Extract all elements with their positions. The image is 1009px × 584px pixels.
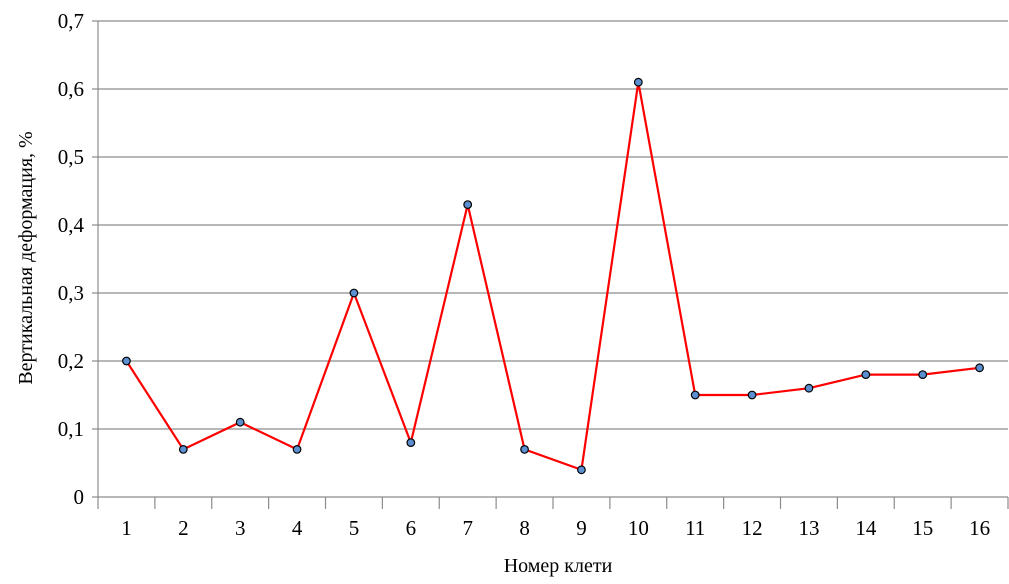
data-markers bbox=[122, 77, 984, 475]
x-tick-label: 13 bbox=[798, 516, 819, 540]
x-tick-labels: 1 2 3 4 5 6 7 8 9 10 11 12 13 14 15 16 bbox=[121, 516, 990, 540]
data-point bbox=[747, 390, 757, 400]
data-point bbox=[804, 383, 814, 393]
data-point bbox=[520, 445, 529, 454]
y-tick-label: 0,7 bbox=[58, 9, 84, 33]
x-tick-label: 16 bbox=[969, 516, 990, 540]
gridlines bbox=[98, 20, 1008, 430]
y-tick-label: 0,5 bbox=[58, 145, 84, 169]
y-tick-labels: 0 0,1 0,2 0,3 0,4 0,5 0,6 0,7 bbox=[58, 9, 85, 509]
data-point bbox=[975, 363, 984, 373]
series-line-0 bbox=[125, 82, 980, 472]
x-tick-label: 9 bbox=[576, 516, 587, 540]
y-tick-label: 0 bbox=[74, 485, 85, 509]
x-tick-label: 2 bbox=[178, 516, 189, 540]
x-tick-label: 1 bbox=[121, 516, 132, 540]
x-tick-label: 12 bbox=[742, 516, 763, 540]
x-tick-label: 7 bbox=[462, 516, 473, 540]
x-axis-label: Номер клети bbox=[504, 555, 613, 577]
x-tick-label: 14 bbox=[855, 516, 877, 540]
y-tick-label: 0,3 bbox=[58, 281, 84, 305]
data-point bbox=[235, 417, 245, 427]
data-point bbox=[690, 390, 700, 400]
data-point bbox=[122, 356, 131, 366]
data-point bbox=[463, 200, 473, 210]
x-tick-label: 5 bbox=[349, 516, 360, 540]
x-tick-label: 10 bbox=[628, 516, 649, 540]
data-point bbox=[292, 445, 302, 454]
x-tick-label: 4 bbox=[292, 516, 303, 540]
data-point bbox=[633, 77, 643, 87]
y-tick-label: 0,2 bbox=[58, 349, 84, 373]
data-point bbox=[178, 445, 188, 454]
axes bbox=[92, 20, 1009, 509]
data-point bbox=[918, 370, 928, 380]
data-point bbox=[406, 438, 416, 448]
y-tick-label: 0,4 bbox=[58, 213, 85, 237]
x-tick-label: 8 bbox=[519, 516, 530, 540]
x-tick-label: 3 bbox=[235, 516, 246, 540]
data-point bbox=[861, 370, 871, 380]
y-axis-label: Вертикальная деформация, % bbox=[15, 131, 37, 384]
x-tick-label: 6 bbox=[406, 516, 417, 540]
series-line-layer bbox=[125, 82, 980, 472]
x-tick-label: 15 bbox=[912, 516, 933, 540]
y-tick-label: 0,6 bbox=[58, 77, 84, 101]
x-tick-label: 11 bbox=[685, 516, 705, 540]
data-point bbox=[577, 465, 586, 475]
data-point bbox=[349, 288, 359, 298]
y-tick-label: 0,1 bbox=[58, 417, 84, 441]
